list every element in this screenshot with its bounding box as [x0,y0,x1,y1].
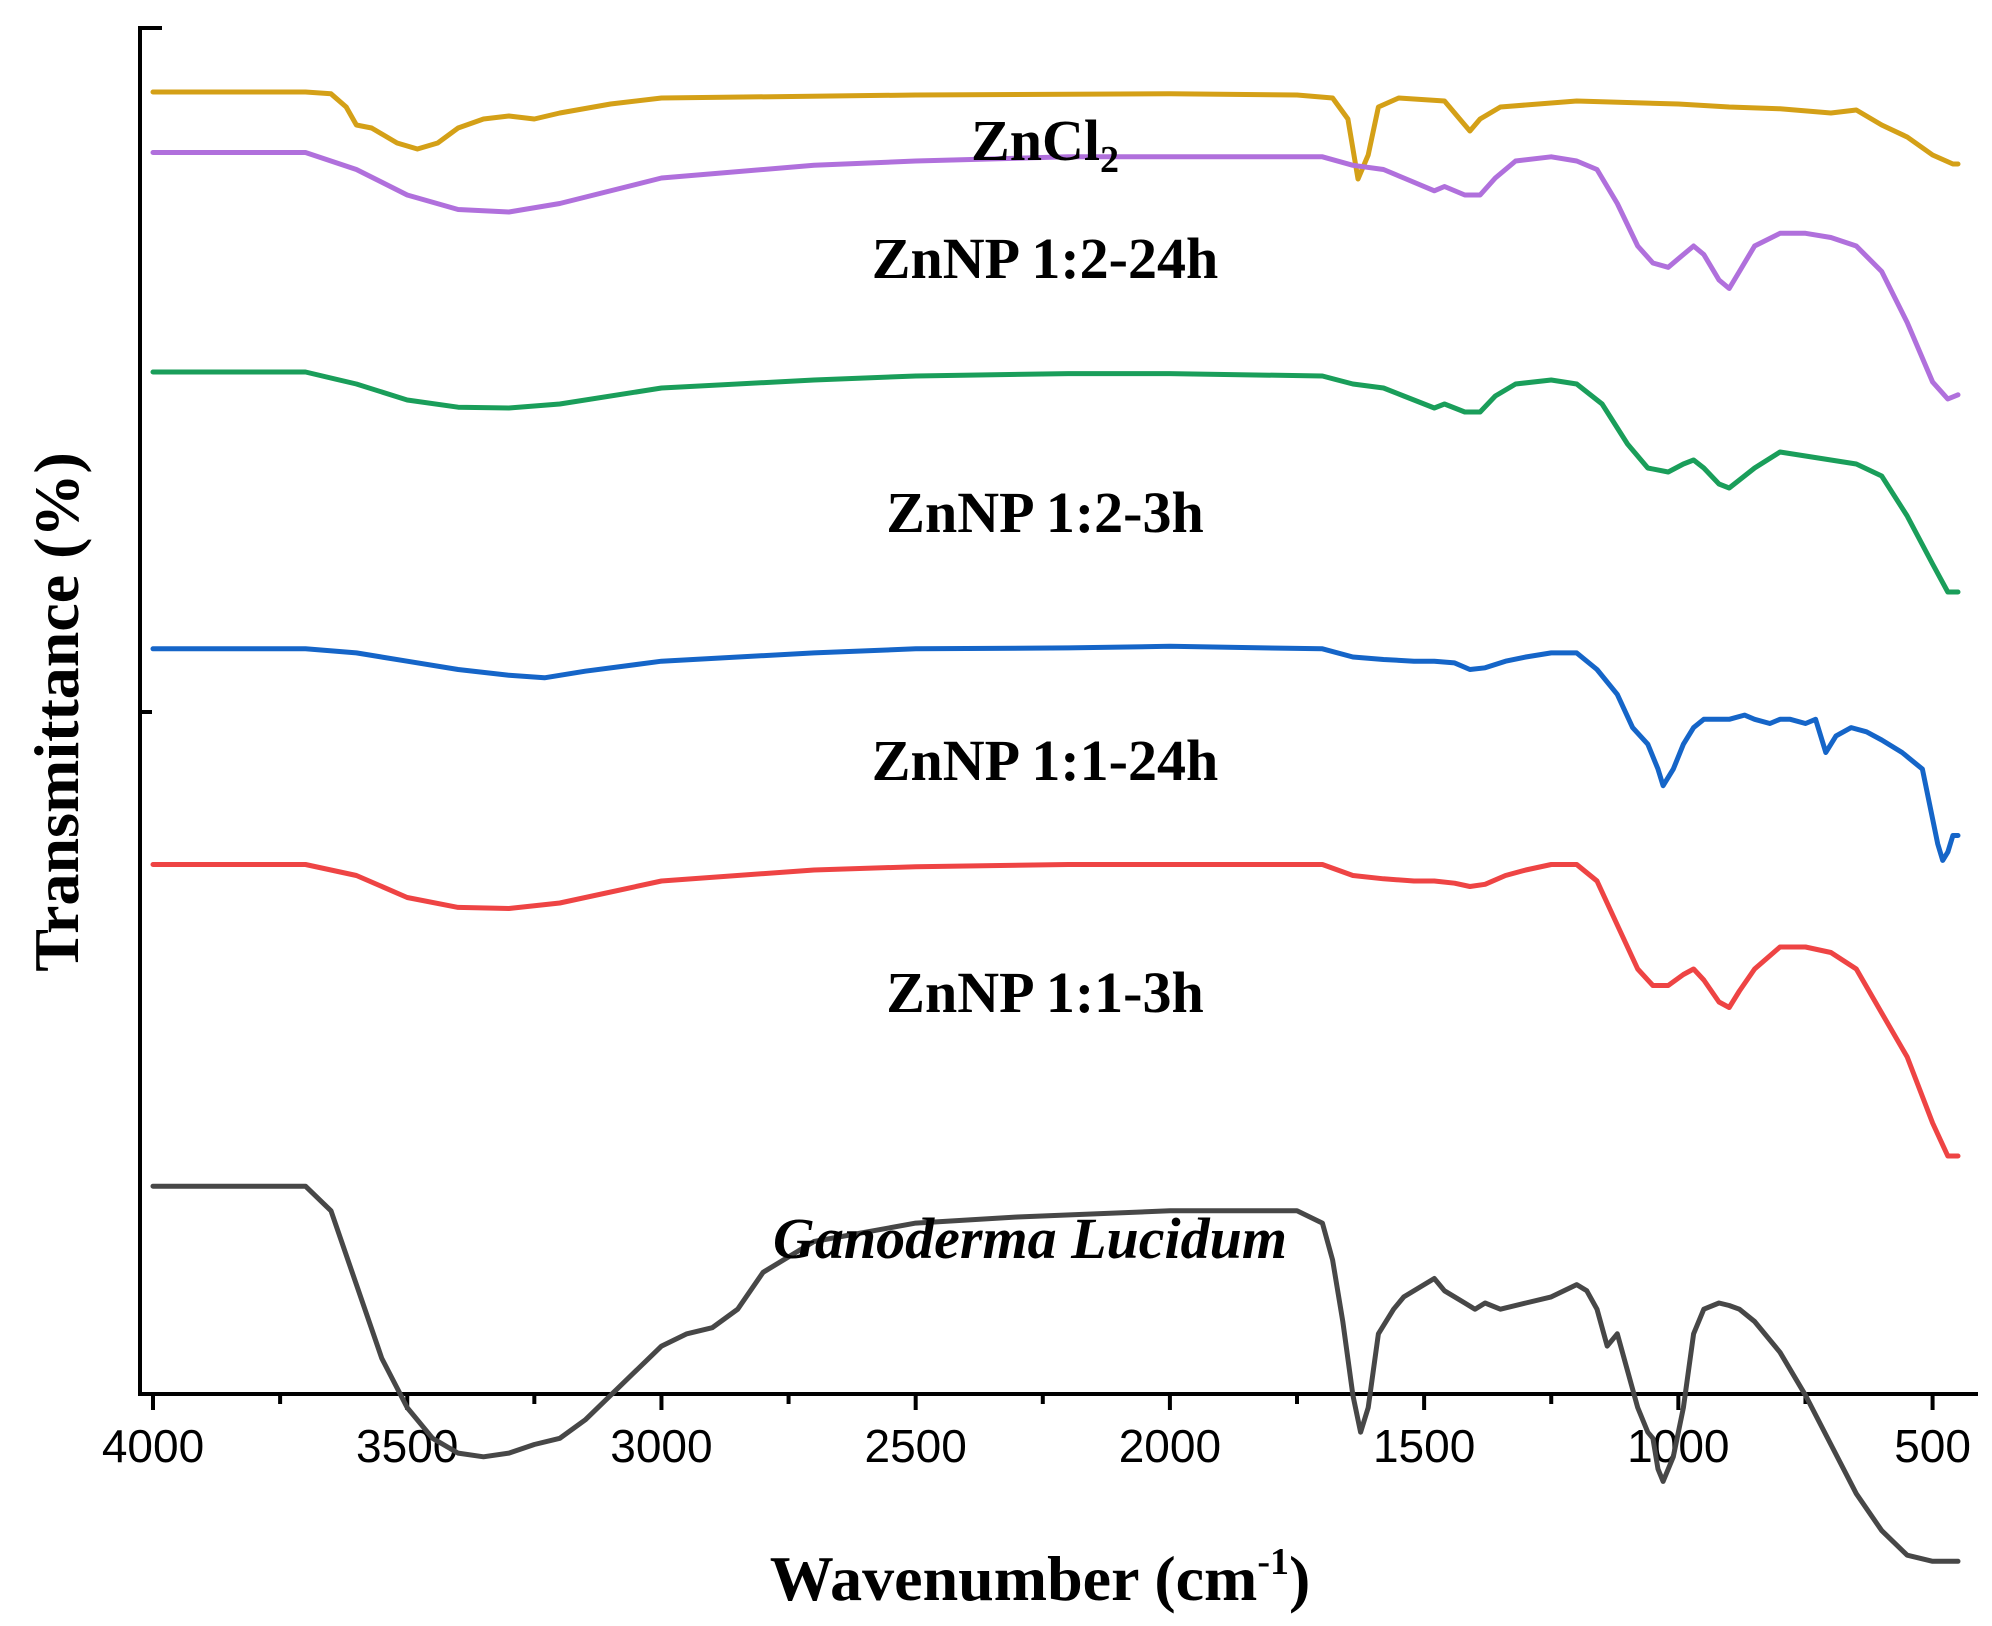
x-tick-label-2500: 2500 [865,1420,967,1472]
series-label-5: ZnNP 1:1-3h [886,960,1203,1025]
series-label-3: ZnNP 1:2-3h [886,480,1203,545]
x-tick-label-3000: 3000 [610,1420,712,1472]
series-line-6 [150,1183,1961,1564]
series-line-4 [150,643,1961,863]
x-tick-label-4000: 4000 [102,1420,204,1472]
y-axis-title: Transmittance (%) [21,452,92,972]
series-label-2: ZnNP 1:2-24h [872,226,1218,291]
series-line-2 [150,150,1961,402]
x-tick-label-500: 500 [1894,1420,1971,1472]
x-tick-label-1500: 1500 [1373,1420,1475,1472]
series-lines [150,89,1961,1564]
series-line-1 [150,89,1961,182]
series-line-5 [150,862,1961,1159]
series-line-3 [150,369,1961,595]
series-label-6: Ganoderma Lucidum [773,1206,1287,1271]
x-tick-label-2000: 2000 [1119,1420,1221,1472]
series-label-1: ZnCl2 [971,108,1119,181]
x-tick-labels: 4000 3500 3000 2500 2000 1500 1000 500 [102,1420,1971,1472]
x-axis-title: Wavenumber (cm-1) [770,1541,1311,1614]
series-label-4: ZnNP 1:1-24h [872,728,1218,793]
series-labels: ZnCl2 ZnNP 1:2-24h ZnNP 1:2-3h ZnNP 1:1-24h… [773,108,1287,1271]
x-ticks [151,1394,1935,1410]
axes [138,26,1978,1396]
